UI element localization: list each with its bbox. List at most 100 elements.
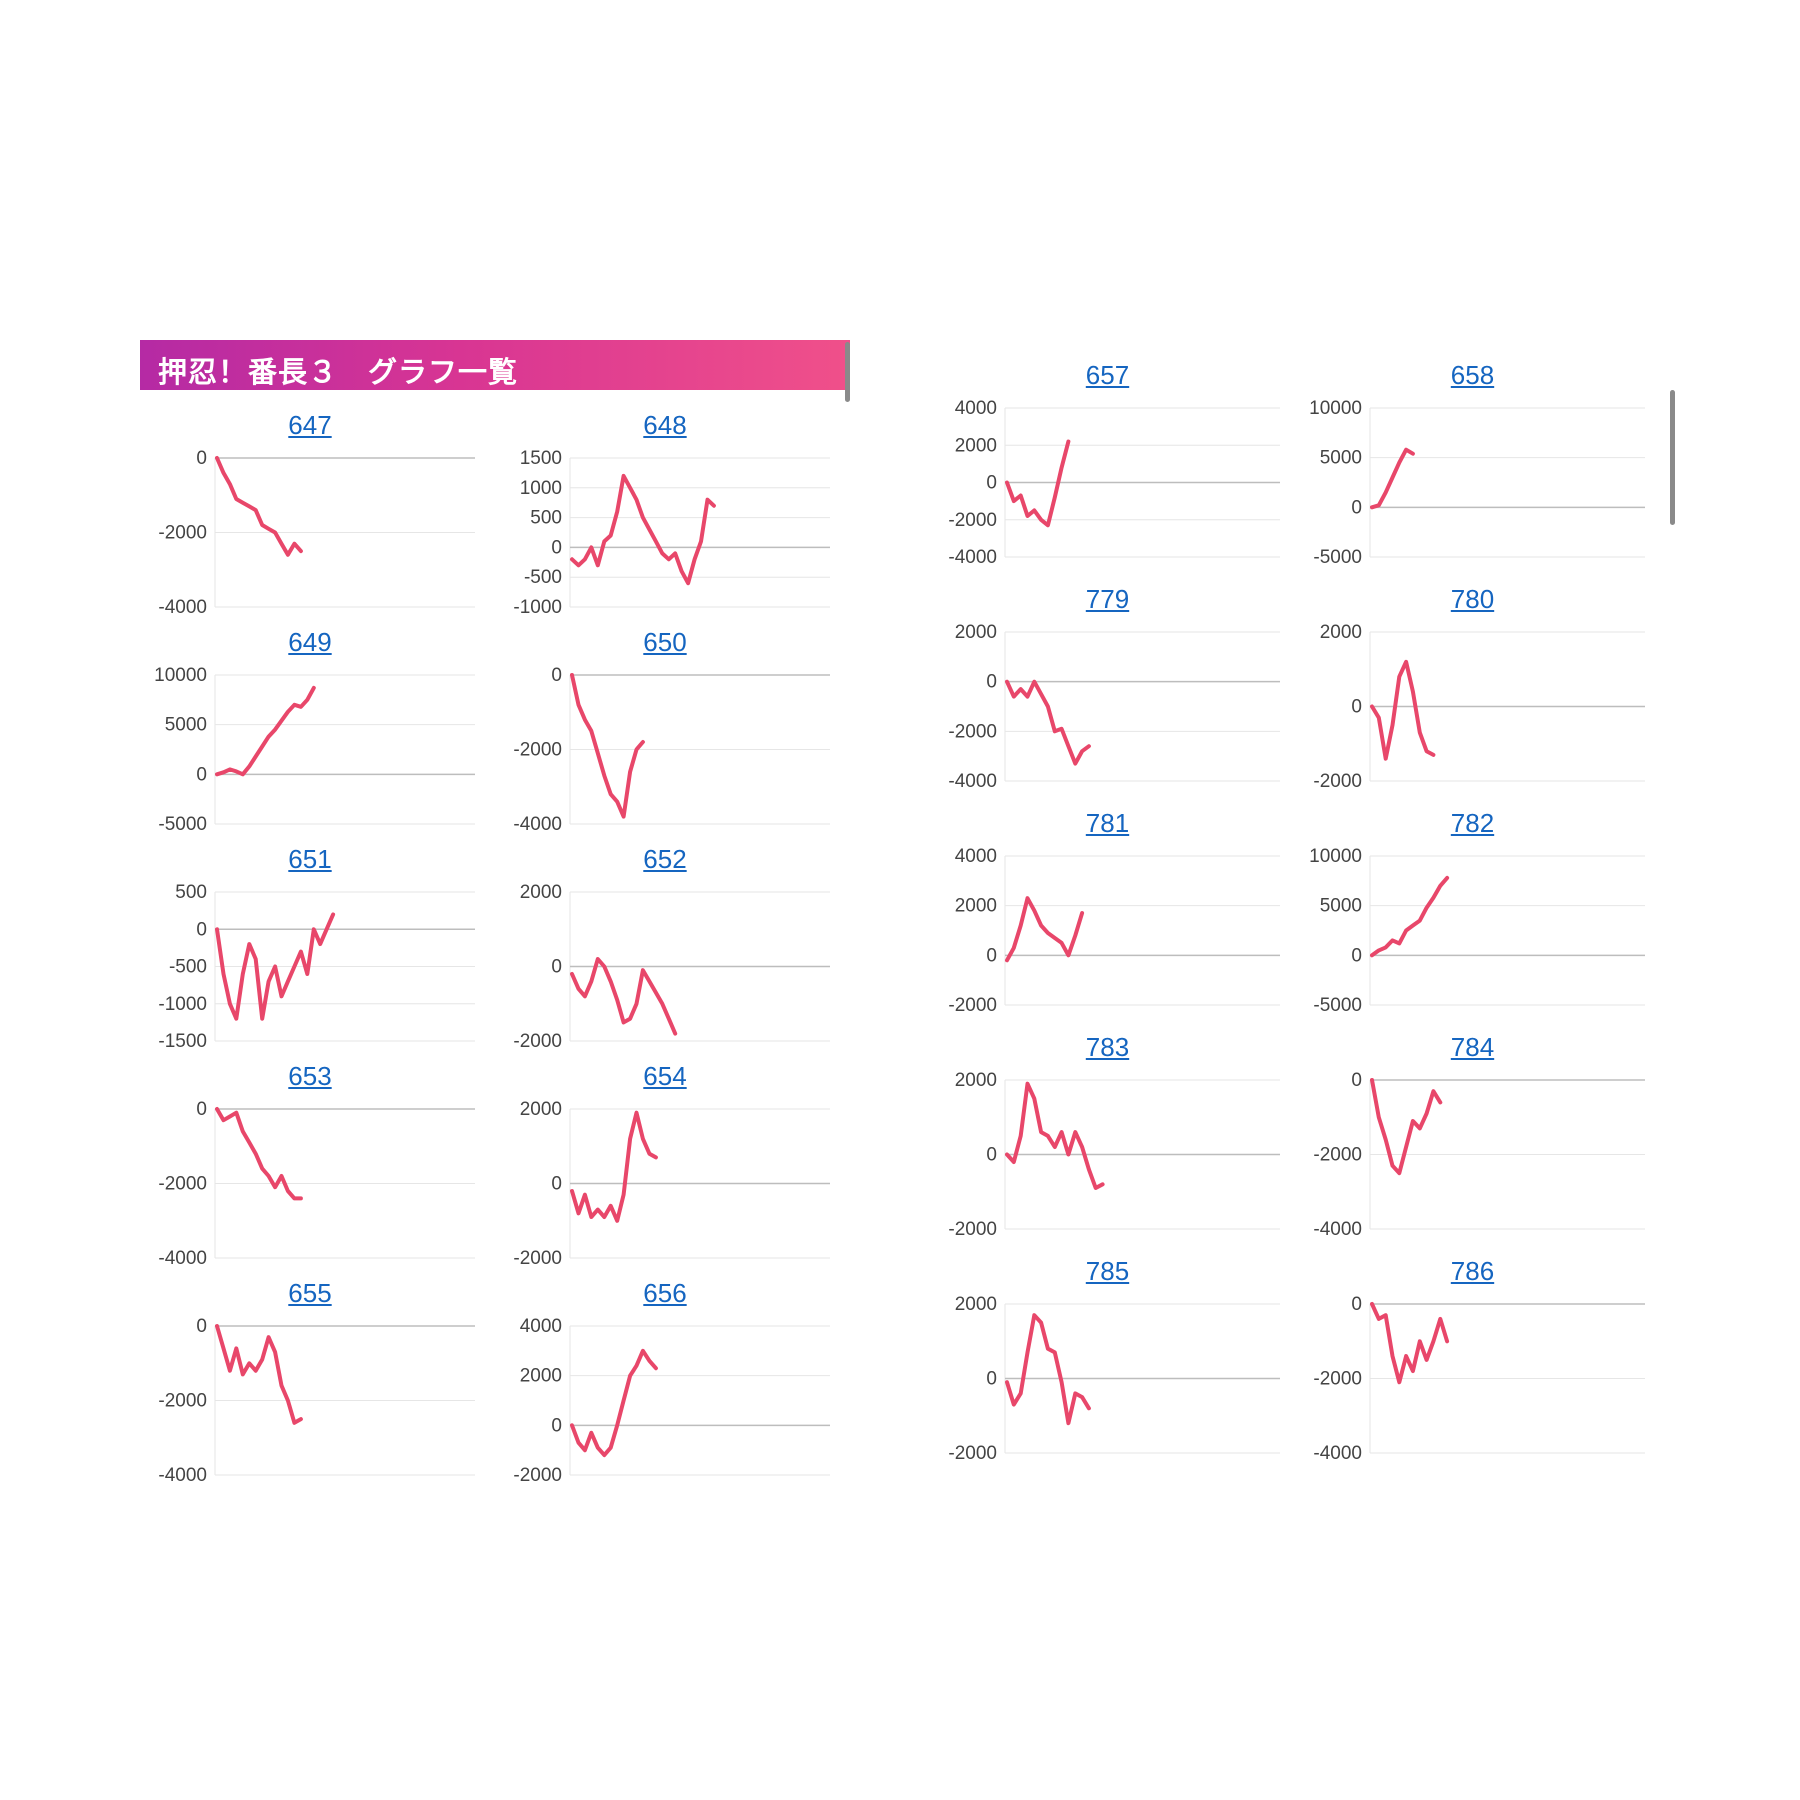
y-tick-label: 5000	[1320, 896, 1362, 917]
y-tick-label: 0	[196, 764, 207, 785]
series-line	[215, 456, 303, 557]
chart-title-link[interactable]: 653	[288, 1061, 332, 1091]
chart-647: 647 0 -2000 -4000	[140, 410, 480, 618]
series-line	[1370, 1078, 1443, 1176]
chart-plot: 2000 0 -2000 -4000	[948, 622, 1280, 792]
chart-plot: 2000 0 -2000	[948, 1294, 1280, 1464]
y-tick-label: -2000	[513, 740, 562, 761]
chart-plot: 2000 0 -2000	[513, 882, 830, 1052]
chart-plot: 0 -2000 -4000	[158, 1316, 475, 1486]
y-tick-label: 0	[196, 1099, 207, 1120]
y-tick-label: 10000	[1309, 846, 1362, 867]
y-tick-label: -2000	[948, 510, 997, 531]
y-tick-label: -1500	[158, 1031, 207, 1052]
chart-786: 786 0 -2000 -4000	[1295, 1256, 1650, 1464]
y-tick-label: -2000	[1313, 771, 1362, 792]
y-tick-label: -4000	[1313, 1219, 1362, 1240]
chart-650: 650 0 -2000 -4000	[495, 627, 835, 835]
chart-plot: 1500 1000 500 0 -500 -1000	[513, 448, 830, 618]
series-line	[1005, 1081, 1105, 1190]
y-tick-label: 2000	[520, 1099, 562, 1120]
chart-plot: 0 -2000 -4000	[513, 665, 830, 835]
chart-title-link[interactable]: 648	[643, 410, 687, 440]
y-tick-label: 2000	[520, 1366, 562, 1387]
chart-651: 651 500 0 -500 -1000 -1500	[140, 844, 480, 1052]
y-tick-label: -500	[169, 957, 207, 978]
y-tick-label: -1000	[513, 597, 562, 618]
chart-title-link[interactable]: 654	[643, 1061, 687, 1091]
chart-title-link[interactable]: 783	[1085, 1032, 1130, 1062]
chart-title-link[interactable]: 781	[1085, 808, 1130, 838]
y-tick-label: 0	[986, 473, 997, 494]
y-tick-label: 0	[551, 537, 562, 558]
series-line	[570, 1110, 658, 1223]
y-tick-label: -2000	[513, 1248, 562, 1269]
chart-title-link[interactable]: 780	[1450, 584, 1495, 614]
chart-652: 652 2000 0 -2000	[495, 844, 835, 1052]
y-tick-label: -2000	[948, 721, 997, 742]
series-line	[1370, 447, 1415, 510]
chart-plot: 0 -2000 -4000	[158, 448, 475, 618]
chart-plot: 10000 5000 0 -5000	[1309, 398, 1645, 568]
y-tick-label: -2000	[1313, 1145, 1362, 1166]
y-tick-label: 0	[551, 957, 562, 978]
y-tick-label: 0	[196, 919, 207, 940]
y-tick-label: -2000	[948, 1219, 997, 1240]
chart-649: 649 10000 5000 0 -5000	[140, 627, 480, 835]
chart-title-link[interactable]: 655	[288, 1278, 332, 1308]
chart-title-link[interactable]: 657	[1085, 360, 1130, 390]
y-tick-label: 2000	[520, 882, 562, 903]
series-line	[1370, 875, 1450, 958]
y-tick-label: -2000	[1313, 1369, 1362, 1390]
chart-title-link[interactable]: 785	[1085, 1256, 1130, 1286]
y-tick-label: -4000	[158, 1465, 207, 1486]
y-tick-label: 0	[1351, 1070, 1362, 1091]
series-line	[215, 1107, 303, 1201]
chart-title-link[interactable]: 650	[643, 627, 687, 657]
y-tick-label: 2000	[1320, 622, 1362, 643]
chart-title-link[interactable]: 651	[288, 844, 332, 874]
right-scrollbar[interactable]	[1670, 390, 1675, 525]
chart-785: 785 2000 0 -2000	[930, 1256, 1285, 1464]
chart-title-link[interactable]: 658	[1450, 360, 1495, 390]
chart-653: 653 0 -2000 -4000	[140, 1061, 480, 1269]
chart-title-link[interactable]: 649	[288, 627, 332, 657]
y-tick-label: 5000	[1320, 448, 1362, 469]
chart-784: 784 0 -2000 -4000	[1295, 1032, 1650, 1240]
y-tick-label: 0	[1351, 945, 1362, 966]
chart-title-link[interactable]: 779	[1085, 584, 1130, 614]
chart-title-link[interactable]: 647	[288, 410, 332, 440]
y-tick-label: 0	[986, 1369, 997, 1390]
chart-plot: 0 -2000 -4000	[158, 1099, 475, 1269]
chart-plot: 4000 2000 0 -2000 -4000	[948, 398, 1280, 568]
chart-title-link[interactable]: 656	[643, 1278, 687, 1308]
y-tick-label: 5000	[165, 715, 207, 736]
y-tick-label: 0	[551, 665, 562, 686]
chart-plot: 4000 2000 0 -2000	[513, 1316, 830, 1486]
chart-title-link[interactable]: 784	[1450, 1032, 1495, 1062]
series-line	[570, 1348, 658, 1458]
chart-plot: 2000 0 -2000	[513, 1099, 830, 1269]
series-line	[1370, 659, 1436, 761]
left-panel: 押忍！番長３ グラフ一覧 647 0 -2000 -4000 648 1500 1000 50…	[130, 330, 860, 1486]
y-tick-label: 0	[1351, 1294, 1362, 1315]
left-scrollbar[interactable]	[845, 342, 850, 402]
y-tick-label: 0	[1351, 497, 1362, 518]
y-tick-label: 4000	[955, 398, 997, 419]
series-line	[1005, 896, 1085, 963]
y-tick-label: 4000	[520, 1316, 562, 1337]
y-tick-label: 1500	[520, 448, 562, 469]
chart-655: 655 0 -2000 -4000	[140, 1278, 480, 1486]
y-tick-label: 0	[551, 1174, 562, 1195]
y-tick-label: 0	[1351, 697, 1362, 718]
right-panel: 657 4000 2000 0 -2000 -4000 658 10000 5000 0 -5000…	[930, 330, 1680, 1480]
series-line	[215, 685, 316, 777]
y-tick-label: 2000	[955, 435, 997, 456]
y-tick-label: -1000	[158, 994, 207, 1015]
chart-title-link[interactable]: 652	[643, 844, 687, 874]
chart-title-link[interactable]: 782	[1450, 808, 1495, 838]
y-tick-label: -500	[524, 567, 562, 588]
series-line	[1370, 1302, 1450, 1385]
y-tick-label: 4000	[955, 846, 997, 867]
chart-title-link[interactable]: 786	[1450, 1256, 1495, 1286]
